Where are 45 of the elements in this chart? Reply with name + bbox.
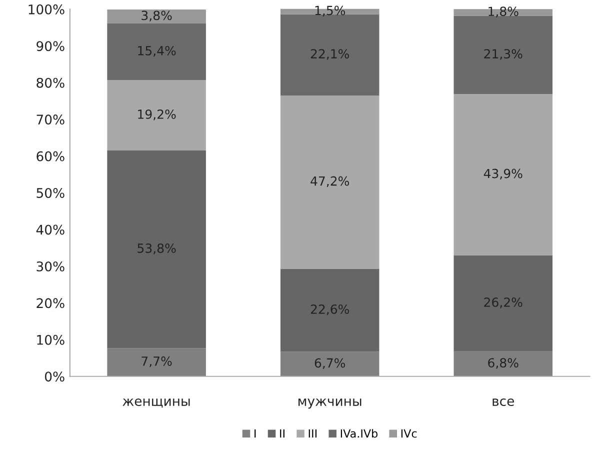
y-tick-label: 90% (36, 41, 64, 52)
bar (454, 255, 553, 352)
data-label: 3,8% (142, 10, 172, 22)
x-tick-label: женщины (122, 398, 190, 408)
bar (107, 348, 206, 376)
data-label: 19,2% (138, 109, 176, 120)
bar (454, 351, 553, 376)
y-tick-label: 50% (36, 188, 64, 198)
x-tick-label: все (492, 398, 514, 406)
y-tick-label: 100% (28, 4, 64, 14)
bar (454, 94, 553, 256)
y-tick-label: 40% (36, 224, 64, 235)
data-label: 26,2% (484, 297, 522, 308)
bar (454, 16, 553, 94)
y-tick-label: 30% (36, 261, 64, 272)
legend-label: IVa.IVb (340, 429, 378, 438)
bar (107, 10, 206, 24)
y-tick-label: 0% (44, 372, 64, 382)
data-label: 15,4% (138, 46, 176, 57)
bar (107, 80, 206, 151)
legend-label: IVc (401, 429, 417, 438)
data-label: 22,1% (310, 49, 350, 60)
data-label: 22,6% (310, 304, 350, 316)
data-label: 6,8% (488, 358, 518, 369)
data-label: 1,8% (488, 6, 518, 18)
data-label: 6,7% (314, 358, 346, 369)
y-tick-label: 60% (36, 151, 64, 162)
bar (280, 268, 380, 352)
data-label: 21,3% (484, 49, 522, 60)
data-label: 43,9% (484, 168, 522, 180)
y-tick-label: 70% (36, 114, 64, 125)
data-label: 7,7% (142, 356, 172, 368)
x-tick-label: мужчины (298, 398, 362, 409)
y-tick-label: 80% (36, 78, 64, 88)
y-tick-label: 10% (37, 334, 64, 345)
data-label: 53,8% (138, 244, 176, 254)
legend-label: I (254, 429, 256, 438)
data-label: 47,2% (310, 176, 350, 188)
bar (107, 24, 206, 80)
bar (280, 352, 380, 376)
legend-label: III (308, 429, 316, 438)
bar (280, 95, 380, 269)
bar (107, 150, 206, 348)
y-tick-label: 20% (36, 298, 64, 308)
legend-label: II (280, 429, 284, 438)
